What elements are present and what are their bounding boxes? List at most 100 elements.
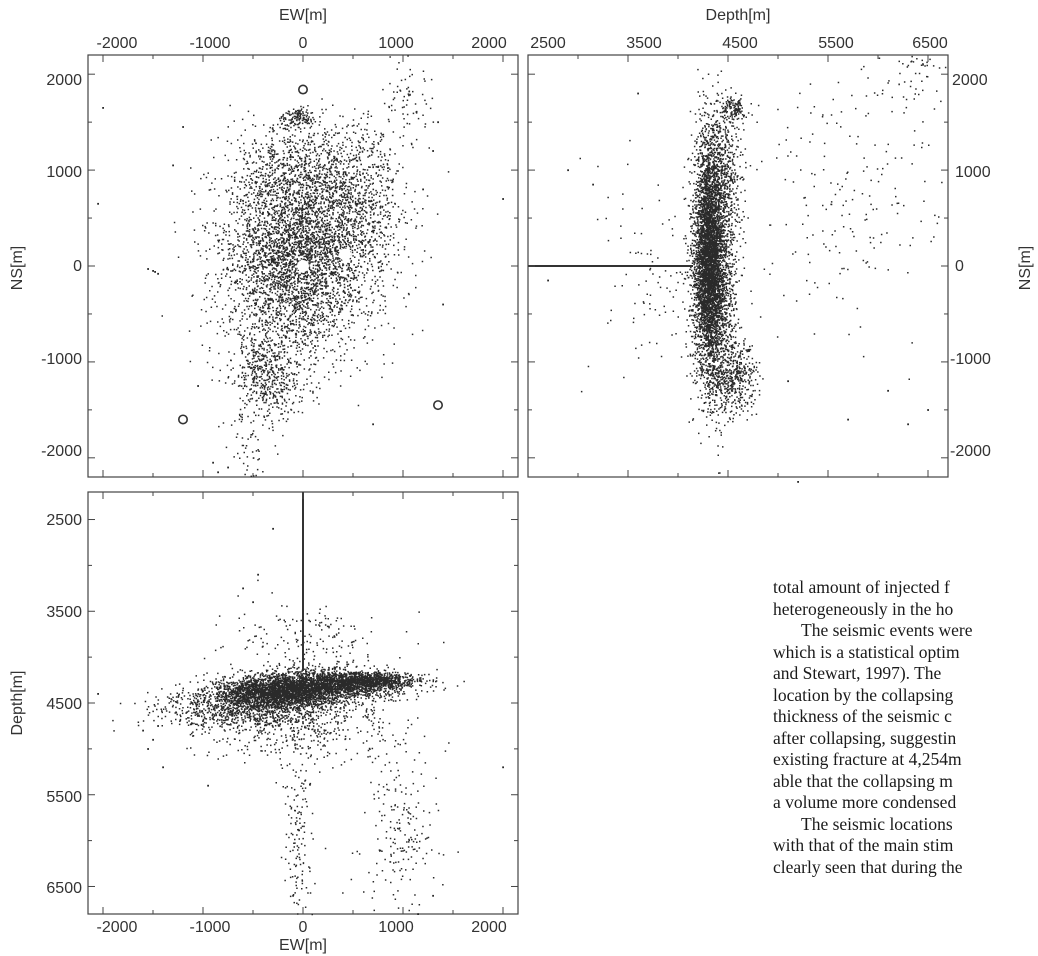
x-tick-label: 2500 <box>530 35 566 52</box>
y-tick-label: 1000 <box>955 164 991 181</box>
x-tick-label: -2000 <box>97 919 138 936</box>
event-point <box>152 270 154 272</box>
event-point <box>97 693 99 695</box>
x-tick-label: -1000 <box>190 919 231 936</box>
event-point <box>257 573 259 576</box>
event-point <box>147 748 149 750</box>
x-axis-label: EW[m] <box>279 937 327 954</box>
station-marker <box>297 84 308 95</box>
event-points <box>97 55 504 478</box>
event-point <box>154 271 156 273</box>
event-point <box>152 738 154 741</box>
y-tick-label: 6500 <box>46 880 82 897</box>
event-point <box>592 183 594 186</box>
x-tick-label: 1000 <box>378 35 414 52</box>
x-tick-label: 0 <box>299 919 308 936</box>
event-point <box>227 466 229 469</box>
y-tick-label: -1000 <box>950 351 991 368</box>
event-point <box>147 268 149 270</box>
event-point <box>887 389 889 392</box>
y-tick-label: 4500 <box>46 696 82 713</box>
y-tick-label: 2000 <box>952 72 988 89</box>
event-point <box>442 303 444 306</box>
y-axis-label: Depth[m] <box>9 671 26 736</box>
text-line: existing fracture at 4,254m <box>773 749 962 769</box>
y-tick-label: 3500 <box>46 604 82 621</box>
event-points <box>97 492 504 916</box>
y-tick-label: 2500 <box>46 512 82 529</box>
y-tick-label: -2000 <box>41 443 82 460</box>
y-axis-label: NS[m] <box>1017 246 1034 290</box>
event-point <box>97 202 99 205</box>
event-point <box>292 894 294 897</box>
wellhead-marker <box>297 260 309 272</box>
event-point <box>207 784 209 787</box>
text-line: heterogeneously in the ho <box>773 598 954 619</box>
y-tick-label: 5500 <box>46 789 82 806</box>
event-point <box>102 107 104 109</box>
x-tick-label: 1000 <box>378 919 414 936</box>
y-axis-label: NS[m] <box>9 246 26 290</box>
event-point <box>907 423 909 426</box>
event-point <box>142 729 144 732</box>
station-marker <box>178 414 189 425</box>
event-point <box>162 766 164 769</box>
event-point <box>172 164 174 167</box>
event-point <box>502 766 504 769</box>
text-line: able that the collapsing m <box>773 770 953 791</box>
event-point <box>217 471 219 474</box>
x-tick-label: 2000 <box>471 919 507 936</box>
event-point <box>197 385 199 387</box>
event-point <box>797 481 799 483</box>
panel-ew-depth-view: -2000 -1000 0 1000 2000 EW[m] 2500 3500 … <box>9 491 519 954</box>
event-cloud <box>579 55 947 474</box>
wellhead-marker <box>339 248 351 261</box>
x-tick-label: -2000 <box>97 35 138 52</box>
event-point <box>502 198 504 200</box>
event-point <box>272 527 274 530</box>
text-line: a volume more condensed <box>773 792 957 812</box>
event-point <box>422 188 424 191</box>
x-tick-label: 3500 <box>626 35 662 52</box>
event-point <box>242 587 244 590</box>
y-tick-label: 2000 <box>46 72 82 89</box>
event-point <box>417 913 419 915</box>
text-line: location by the collapsing <box>773 684 954 705</box>
y-tick-label: -2000 <box>950 443 991 460</box>
event-point <box>432 150 434 152</box>
text-line: The seismic locations <box>801 813 953 834</box>
event-point <box>372 423 374 426</box>
event-points <box>528 55 947 483</box>
x-tick-label: 0 <box>299 35 308 52</box>
station-marker <box>432 400 443 411</box>
x-tick-label: 2000 <box>471 35 507 52</box>
event-point <box>847 418 849 421</box>
panel-map-view: -2000 -1000 0 1000 2000 EW[m] 2000 1000 … <box>9 7 519 478</box>
event-point <box>787 380 789 383</box>
text-line: which is a statistical optim <box>773 641 960 662</box>
text-line: thickness of the seismic c <box>773 706 952 726</box>
event-point <box>547 279 549 282</box>
y-tick-label: 0 <box>73 258 82 275</box>
event-point <box>212 461 214 464</box>
x-tick-label: 4500 <box>722 35 758 52</box>
text-line: after collapsing, suggestin <box>773 727 957 748</box>
event-cloud <box>112 579 465 916</box>
event-point <box>432 894 434 897</box>
y-tick-label: 1000 <box>46 164 82 181</box>
y-tick-label: -1000 <box>41 351 82 368</box>
x-tick-label: -1000 <box>190 35 231 52</box>
text-line: The seismic events were <box>801 620 973 640</box>
event-point <box>157 272 159 275</box>
x-tick-label: 5500 <box>818 35 854 52</box>
x-tick-label: 6500 <box>912 35 948 52</box>
event-point <box>437 121 439 124</box>
event-point <box>637 92 639 95</box>
body-text: total amount of injected f heterogeneous… <box>773 577 1038 878</box>
panel-ns-depth-view: 2500 3500 4500 5500 6500 Depth[m] 2000 1… <box>527 7 1034 483</box>
y-tick-label: 0 <box>955 258 964 275</box>
event-point <box>927 409 929 411</box>
event-point <box>182 126 184 128</box>
text-line: total amount of injected f <box>773 577 950 597</box>
